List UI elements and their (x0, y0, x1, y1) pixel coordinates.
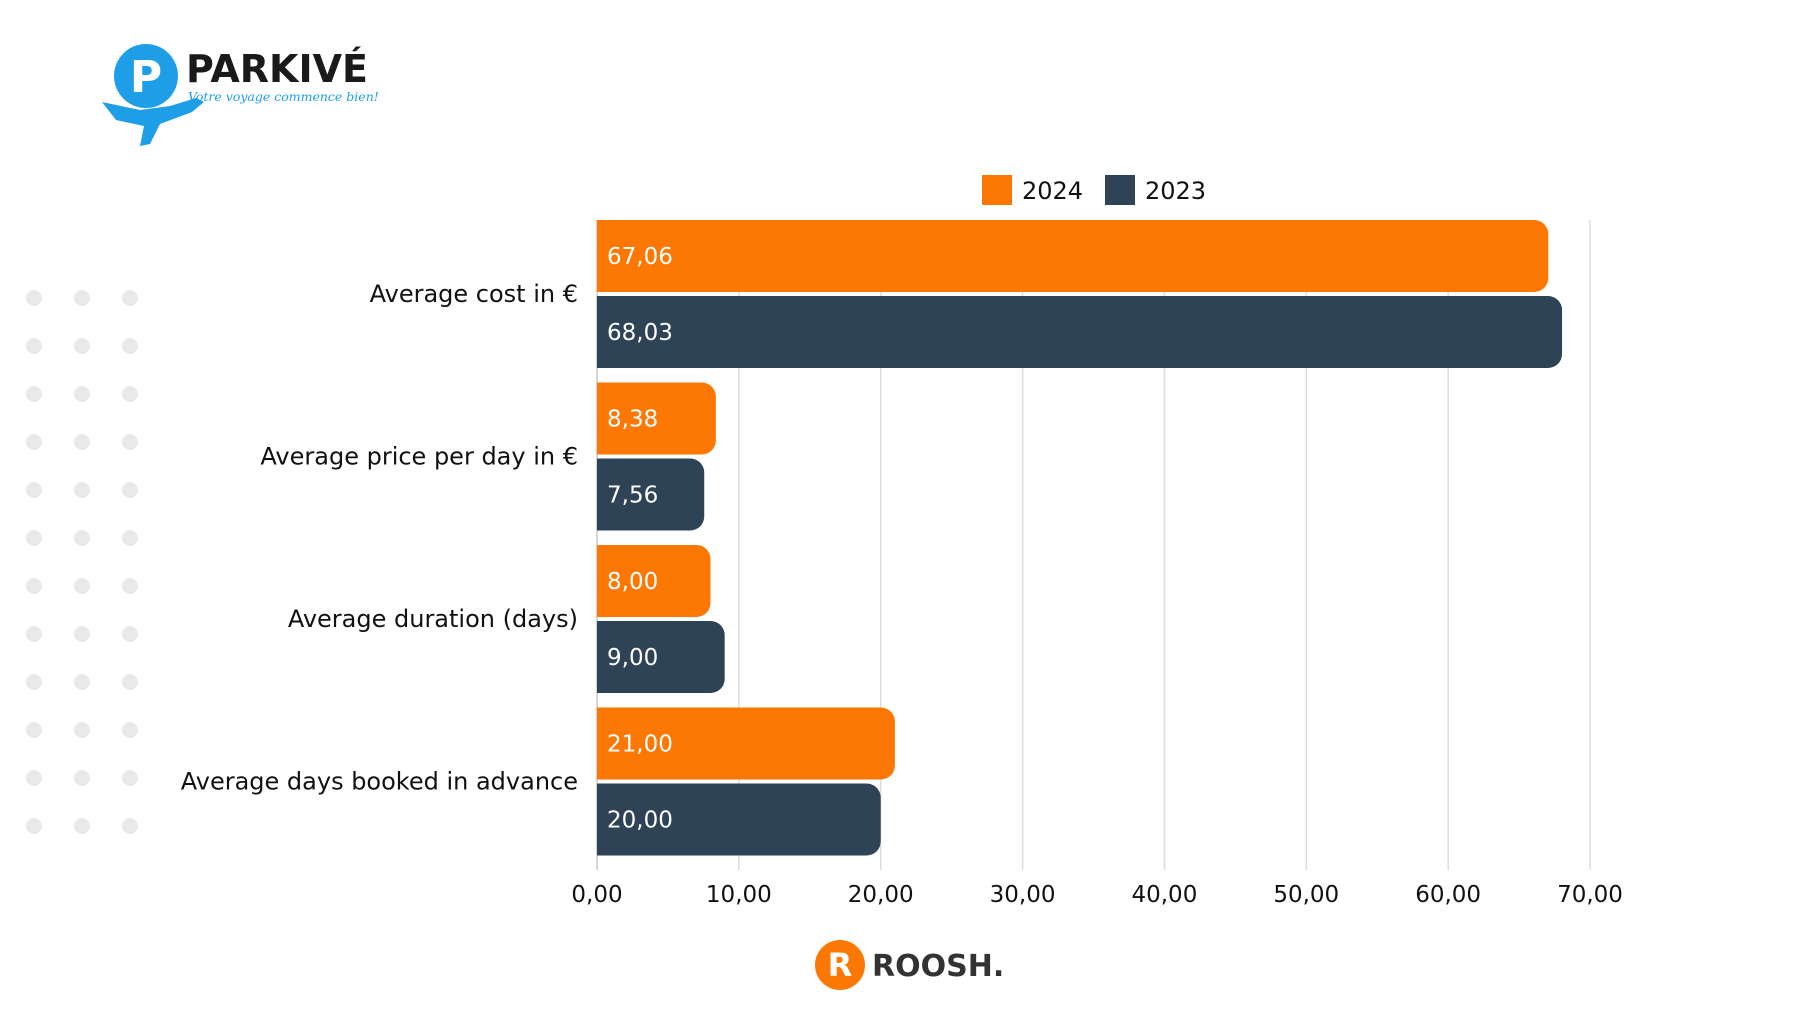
x-axis-ticks: 0,00 10,00 20,00 30,00 40,00 50,00 60,00 70,00 (571, 882, 1623, 908)
bar-value-label: 7,56 (607, 483, 658, 509)
decorative-dot (122, 338, 138, 354)
bar-2024 (597, 545, 711, 617)
decorative-dot (74, 482, 90, 498)
parking-p-icon (114, 44, 178, 108)
x-tick-label: 10,00 (706, 882, 772, 908)
bar-2023 (597, 621, 725, 693)
bar-2023 (597, 296, 1563, 368)
category-label: Average duration (days) (288, 605, 578, 633)
decorative-dot (26, 722, 42, 738)
bar-value-label: 67,06 (607, 244, 673, 270)
bar-value-label: 8,38 (607, 407, 658, 433)
category-label: Average days booked in advance (181, 768, 578, 796)
decorative-dot (26, 626, 42, 642)
decorative-dot (74, 386, 90, 402)
x-tick-label: 50,00 (1273, 882, 1339, 908)
decorative-dot (74, 338, 90, 354)
bar-value-label: 68,03 (607, 320, 673, 346)
decorative-dot (74, 530, 90, 546)
decorative-dot (122, 434, 138, 450)
decorative-dot (26, 482, 42, 498)
x-tick-label: 70,00 (1557, 882, 1623, 908)
decorative-dot (122, 674, 138, 690)
legend-label: 2024 (1022, 177, 1083, 205)
legend-label: 2023 (1145, 177, 1206, 205)
decorative-dot (74, 674, 90, 690)
decorative-dot (74, 770, 90, 786)
roosh-r-icon (815, 940, 865, 990)
decorative-dot (122, 530, 138, 546)
parkive-logo: P PARKIVÉ Votre voyage commence bien! (102, 44, 379, 146)
decorative-dot (122, 290, 138, 306)
bar-2024 (597, 220, 1549, 292)
x-tick-label: 20,00 (848, 882, 914, 908)
decorative-dot (122, 482, 138, 498)
legend-swatch (982, 175, 1012, 205)
x-tick-label: 0,00 (571, 882, 622, 908)
bar-2024 (597, 382, 716, 455)
bar-value-label: 20,00 (607, 808, 673, 834)
decorative-dot (74, 626, 90, 642)
decorative-dot (74, 578, 90, 594)
x-tick-label: 40,00 (1131, 882, 1197, 908)
decorative-dot (26, 578, 42, 594)
bar-2023 (597, 783, 881, 856)
decorative-dot (26, 386, 42, 402)
decorative-dot (26, 818, 42, 834)
svg-text:R: R (828, 946, 853, 984)
category-label: Average cost in € (370, 280, 578, 308)
bar-value-label: 8,00 (607, 569, 658, 595)
decorative-dot-grid (26, 290, 138, 834)
category-label: Average price per day in € (260, 443, 578, 471)
roosh-wordmark: ROOSH. (872, 949, 1004, 984)
decorative-dot (74, 722, 90, 738)
plane-icon (102, 98, 204, 146)
decorative-dot (74, 434, 90, 450)
decorative-dot (74, 290, 90, 306)
parkive-wordmark: PARKIVÉ (186, 47, 368, 91)
svg-text:P: P (130, 52, 162, 103)
category-labels: Average cost in € Average price per day i… (181, 280, 578, 796)
legend-swatch (1105, 175, 1135, 205)
decorative-dot (26, 770, 42, 786)
decorative-dot (26, 290, 42, 306)
decorative-dot (74, 818, 90, 834)
bars: 67,06 68,03 8,38 7,56 8,00 9,00 21,00 20,00 (597, 220, 1563, 856)
parkive-tagline: Votre voyage commence bien! (188, 89, 379, 104)
bar-2023 (597, 458, 705, 531)
decorative-dot (122, 818, 138, 834)
roosh-logo: R ROOSH. (815, 940, 1004, 990)
legend: 2024 2023 (982, 175, 1206, 205)
decorative-dot (26, 434, 42, 450)
decorative-dot (122, 770, 138, 786)
bar-2024 (597, 707, 895, 780)
decorative-dot (122, 386, 138, 402)
x-tick-label: 30,00 (990, 882, 1056, 908)
decorative-dot (122, 626, 138, 642)
bar-value-label: 9,00 (607, 645, 658, 671)
decorative-dot (26, 530, 42, 546)
decorative-dot (122, 722, 138, 738)
x-tick-label: 60,00 (1415, 882, 1481, 908)
decorative-dot (26, 674, 42, 690)
decorative-dot (26, 338, 42, 354)
bar-value-label: 21,00 (607, 732, 673, 758)
decorative-dot (122, 578, 138, 594)
